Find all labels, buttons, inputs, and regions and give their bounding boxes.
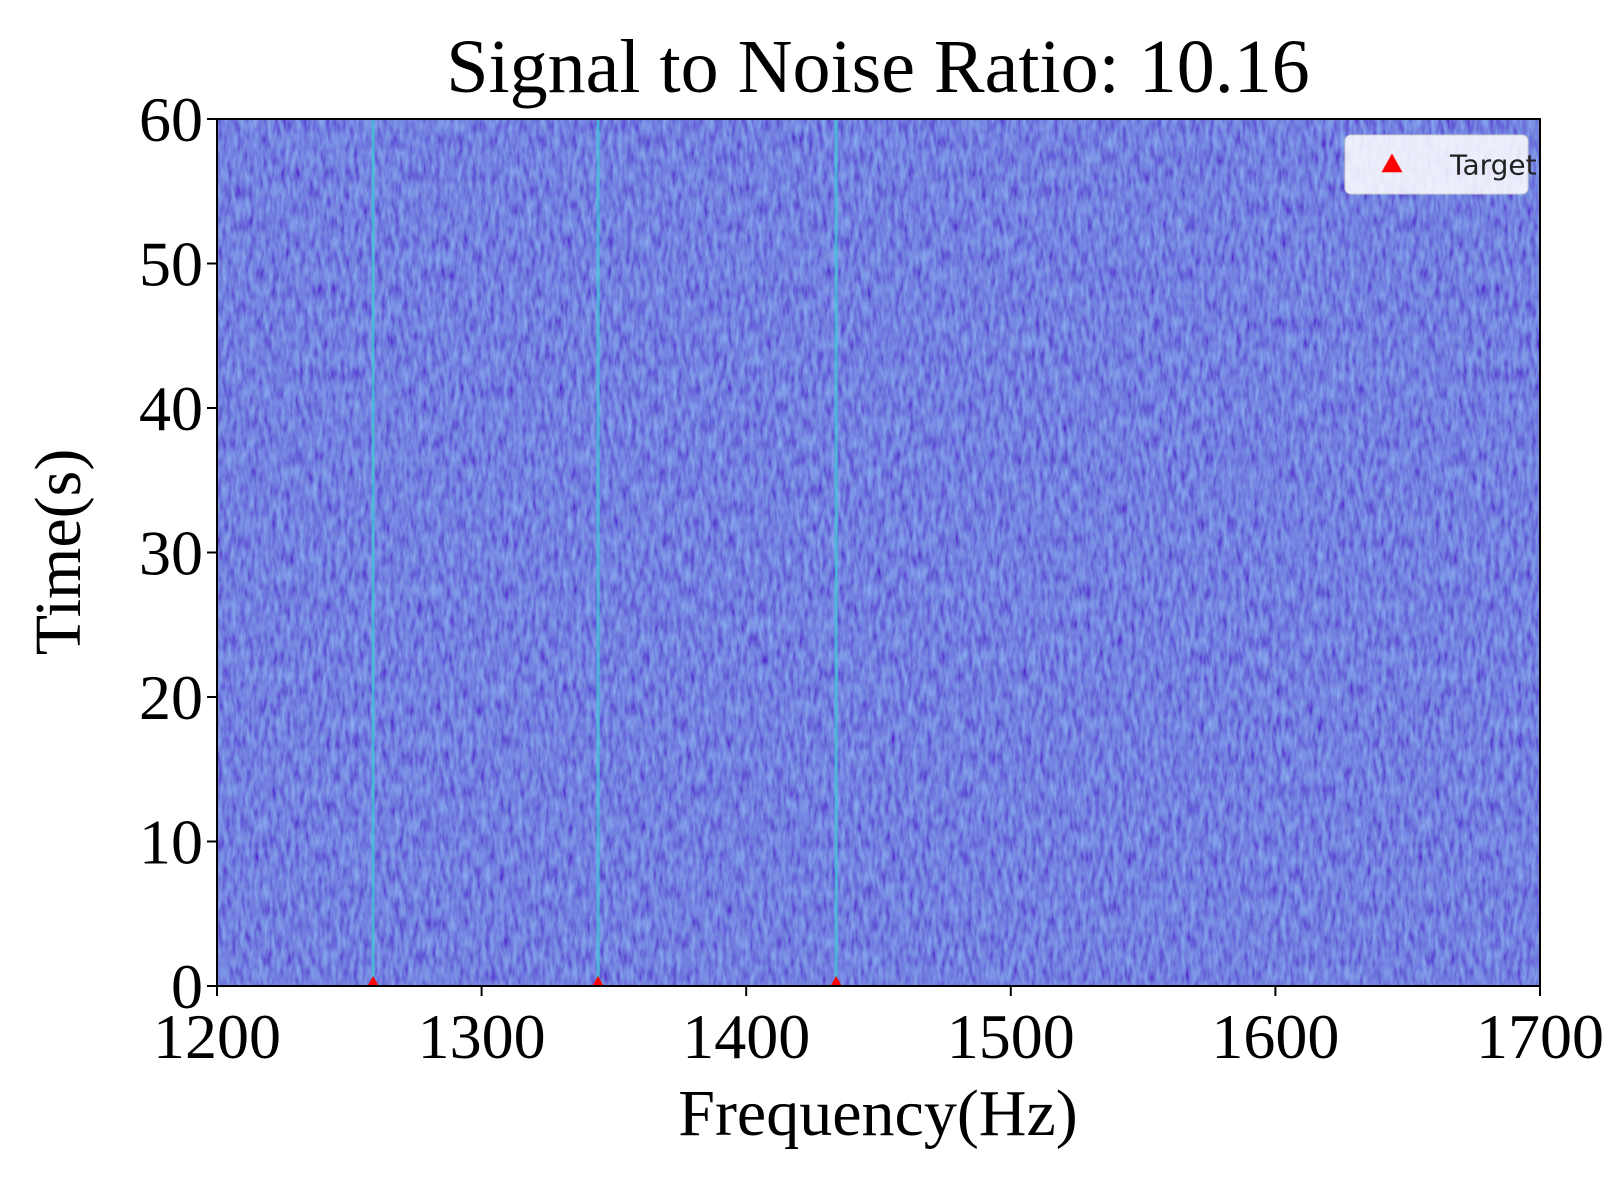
legend-label: Target [1449,149,1537,182]
x-tick-label: 1600 [1211,1001,1339,1072]
y-tick-label: 20 [139,662,203,733]
x-axis-label: Frequency(Hz) [678,1077,1077,1150]
legend-marker [1381,153,1403,173]
y-tick-label: 10 [139,807,203,878]
chart-title: Signal to Noise Ratio: 10.16 [446,25,1309,109]
y-tick-label: 60 [139,84,203,155]
x-tick-label: 1500 [947,1001,1075,1072]
x-tick-label: 1300 [418,1001,546,1072]
legend-box [1344,134,1529,195]
y-tick-label: 40 [139,373,203,444]
x-tick-label: 1700 [1476,1001,1604,1072]
y-tick-label: 50 [139,229,203,300]
spectrogram-texture [217,119,1540,986]
x-tick-label: 1200 [153,1001,281,1072]
y-tick-label: 0 [171,951,203,1022]
x-tick-label: 1400 [682,1001,810,1072]
target-marker [830,976,842,986]
target-marker [592,976,604,986]
target-marker [367,976,379,986]
y-axis-label: Time(s) [22,449,95,656]
plot-area [367,119,842,986]
y-tick-label: 30 [139,518,203,589]
